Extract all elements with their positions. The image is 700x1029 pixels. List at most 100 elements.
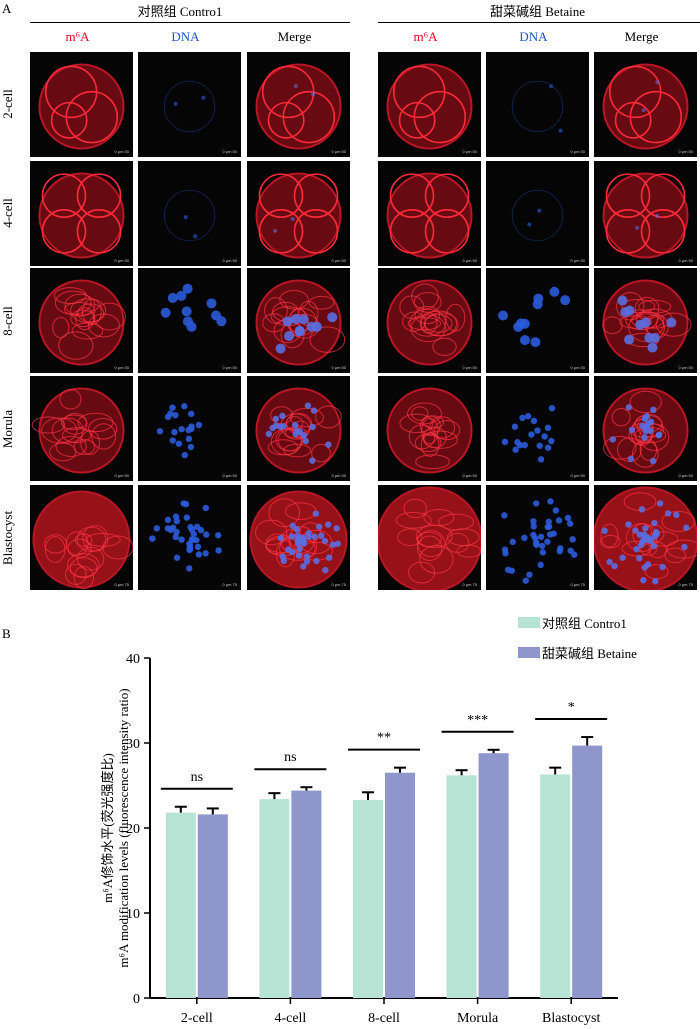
betaine-8-cell-dna-image: 0 μm 50 [486,268,589,373]
y-axis-label-en: m⁶A modification levels (fluorescence in… [116,688,131,967]
y-tick-label: 20 [126,822,140,837]
y-tick-label: 40 [126,652,140,667]
bar-betaine [478,753,509,998]
control-4-cell-dna-image: 0 μm 50 [138,161,241,266]
betaine-4-cell-m6a-image: 0 μm 50 [378,161,481,266]
y-tick-label: 0 [133,992,140,1007]
betaine-morula-merge-image: 0 μm 50 [594,376,697,481]
legend-label-betaine: 甜菜碱组 Betaine [542,646,637,661]
y-tick-label: 10 [126,907,140,922]
control-2-cell-dna-image: 0 μm 50 [138,52,241,157]
betaine-blastocyst-dna-image: 0 μm 75 [486,485,589,590]
scale-bar-text: 0 μm 50 [331,258,346,263]
scale-bar-text: 0 μm 50 [222,258,237,263]
chart-axes: 0 10 20 30 40 2-cell 4-cell 8-cell Morula Blastoc… [126,652,618,1026]
scale-bar-text: 0 μm 50 [570,149,585,154]
betaine-4-cell-dna-image: 0 μm 50 [486,161,589,266]
significance-label: *** [467,713,488,728]
betaine-col-dna: DNA [519,29,548,44]
betaine-group-title: 甜菜碱组 Betaine [490,4,585,19]
betaine-morula-dna-image: 0 μm 50 [486,376,589,481]
bar-control [540,774,571,998]
significance-label: ** [377,731,391,746]
bar-betaine [197,814,228,998]
significance-label: ns [191,770,203,785]
scale-bar-text: 0 μm 50 [570,258,585,263]
betaine-8-cell-m6a-image: 0 μm 50 [378,268,481,373]
control-col-dna: DNA [171,29,200,44]
control-2-cell-m6a-image: 0 μm 50 [30,52,133,157]
x-tick-label: Morula [457,1011,499,1026]
control-group-title: 对照组 Contro1 [137,4,223,19]
x-tick-label: 8-cell [368,1011,400,1026]
row-label-4-cell: 4-cell [0,198,15,228]
betaine-group-underline [378,22,700,23]
control-group-underline [30,22,350,23]
scale-bar-text: 0 μm 50 [114,258,129,263]
bar-control [446,775,477,998]
x-tick-label: 4-cell [274,1011,306,1026]
betaine-col-merge: Merge [624,29,659,44]
m6a-bar-chart: 0 10 20 30 40 2-cell 4-cell 8-cell Morula Blastoc… [100,616,637,1026]
control-blastocyst-merge-image: 0 μm 75 [247,485,350,590]
control-morula-dna-image: 0 μm 50 [138,376,241,481]
control-2-cell-merge-image: 0 μm 50 [247,52,350,157]
betaine-8-cell-merge-image: 0 μm 50 [594,268,697,373]
control-blastocyst-m6a-image: 0 μm 75 [30,485,133,590]
bar-control [165,812,196,998]
scale-bar-text: 0 μm 50 [462,365,477,370]
scale-bar-text: 0 μm 50 [678,149,693,154]
betaine-blastocyst-merge-image: 0 μm 75 [594,485,697,590]
bar-betaine [291,790,322,998]
betaine-col-m6a: m⁶A [413,29,438,44]
scale-bar-text: 0 μm 50 [222,473,237,478]
scale-bar-text: 0 μm 50 [678,258,693,263]
bar-betaine [385,772,415,998]
betaine-2-cell-merge-image: 0 μm 50 [594,52,697,157]
bar-control [353,799,383,998]
control-8-cell-m6a-image: 0 μm 50 [30,268,133,373]
scale-bar-text: 0 μm 75 [678,582,693,587]
row-label-blastocyst: Blastocyst [0,510,15,566]
scale-bar-text: 0 μm 50 [114,365,129,370]
betaine-blastocyst-m6a-image: 0 μm 75 [378,485,481,590]
betaine-4-cell-merge-image: 0 μm 50 [594,161,697,266]
legend-label-control: 对照组 Contro1 [542,616,627,631]
scale-bar-text: 0 μm 75 [114,582,129,587]
significance-label: ns [284,750,296,765]
legend-swatch-betaine [518,647,540,658]
scale-bar-text: 0 μm 75 [462,582,477,587]
chart-legend: 对照组 Contro1 甜菜碱组 Betaine [518,616,637,661]
scale-bar-text: 0 μm 50 [222,365,237,370]
y-tick-label: 30 [126,737,140,752]
control-morula-merge-image: 0 μm 50 [247,376,350,481]
bar-control [259,799,290,998]
y-axis-label-cn: m⁶A修饰水平(荧光强度比) [100,753,115,903]
scale-bar-text: 0 μm 50 [331,473,346,478]
scale-bar-text: 0 μm 50 [331,149,346,154]
x-tick-label: 2-cell [181,1011,213,1026]
scale-bar-text: 0 μm 50 [678,365,693,370]
control-morula-m6a-image: 0 μm 50 [30,376,133,481]
control-col-merge: Merge [277,29,312,44]
bar-betaine [572,745,603,998]
x-tick-label: Blastocyst [542,1011,600,1026]
control-8-cell-merge-image: 0 μm 50 [247,268,350,373]
scale-bar-text: 0 μm 50 [222,149,237,154]
row-label-morula: Morula [0,409,15,449]
control-col-m6a: m⁶A [65,29,90,44]
scale-bar-text: 0 μm 75 [222,582,237,587]
scale-bar-text: 0 μm 50 [462,473,477,478]
control-8-cell-dna-image: 0 μm 50 [138,268,241,373]
scale-bar-text: 0 μm 75 [570,582,585,587]
scale-bar-text: 0 μm 50 [114,149,129,154]
scale-bar-text: 0 μm 50 [462,258,477,263]
legend-swatch-control [518,617,540,628]
control-blastocyst-dna-image: 0 μm 75 [138,485,241,590]
control-4-cell-m6a-image: 0 μm 50 [30,161,133,266]
row-label-8-cell: 8-cell [0,306,15,336]
panel-a-letter: A [2,1,12,16]
betaine-morula-m6a-image: 0 μm 50 [378,376,481,481]
scale-bar-text: 0 μm 50 [114,473,129,478]
